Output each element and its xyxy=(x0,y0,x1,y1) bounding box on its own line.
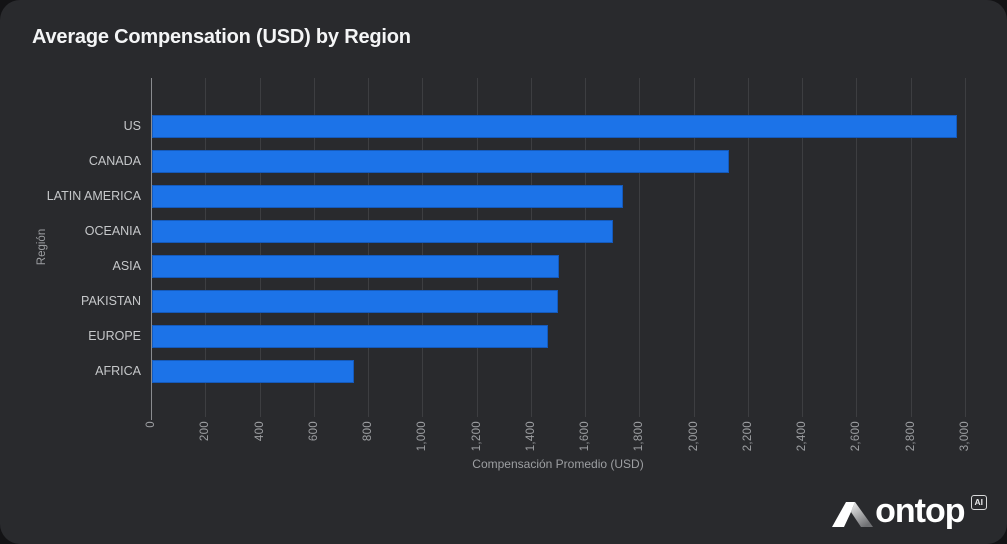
x-tick-label: 600 xyxy=(307,421,320,442)
brand-logo: ontop AI xyxy=(832,494,987,528)
x-tick-label: 2,000 xyxy=(687,421,700,452)
x-tick-label: 2,800 xyxy=(904,421,917,452)
category-label: PAKISTAN xyxy=(81,294,141,308)
gridline xyxy=(856,78,858,417)
y-axis-line xyxy=(151,78,152,420)
x-tick-label: 2,400 xyxy=(796,421,809,452)
gridline xyxy=(910,78,912,417)
gridline xyxy=(693,78,695,417)
x-tick-label: 1,800 xyxy=(633,421,646,452)
gridline xyxy=(585,78,587,417)
category-label: US xyxy=(123,119,141,133)
bar-africa[interactable] xyxy=(152,359,355,383)
x-tick-label: 400 xyxy=(253,421,266,442)
gridline xyxy=(205,78,207,417)
ontop-logo-icon xyxy=(832,502,874,527)
bar-us[interactable] xyxy=(152,114,957,138)
category-label: ASIA xyxy=(112,259,142,273)
chart-title: Average Compensation (USD) by Region xyxy=(32,26,411,48)
gridline xyxy=(747,78,749,417)
x-tick-label: 2,200 xyxy=(741,421,754,452)
x-tick-label: 2,600 xyxy=(850,421,863,452)
bar-latin-america[interactable] xyxy=(152,184,623,208)
x-tick-label: 3,000 xyxy=(959,421,971,452)
category-label: CANADA xyxy=(88,154,141,168)
gridline xyxy=(639,78,641,417)
x-tick-label: 800 xyxy=(362,421,375,442)
x-tick-label: 1,200 xyxy=(470,421,483,452)
gridline xyxy=(422,78,424,417)
x-tick-label: 0 xyxy=(145,421,157,428)
x-tick-label: 1,600 xyxy=(579,421,592,452)
gridline xyxy=(476,78,478,417)
bar-europe[interactable] xyxy=(152,324,549,348)
x-tick-label: 1,000 xyxy=(416,421,429,452)
category-label: EUROPE xyxy=(88,329,141,343)
category-label: LATIN AMERICA xyxy=(46,189,141,203)
x-axis-title: Compensación Promedio (USD) xyxy=(472,457,644,471)
ai-badge: AI xyxy=(970,495,987,510)
gridline xyxy=(802,78,804,417)
bar-asia[interactable] xyxy=(152,254,559,278)
bar-oceania[interactable] xyxy=(152,219,614,243)
gridline xyxy=(965,78,966,417)
x-tick-label: 1,400 xyxy=(524,421,537,452)
gridline xyxy=(313,78,315,417)
bar-chart: Región Compensación Promedio (USD) 0 200 4… xyxy=(36,78,971,471)
bar-canada[interactable] xyxy=(152,149,729,173)
gridline xyxy=(530,78,532,417)
gridline xyxy=(259,78,261,417)
category-label: AFRICA xyxy=(95,364,141,378)
gridline xyxy=(368,78,370,417)
bar-pakistan[interactable] xyxy=(152,289,558,313)
brand-name: ontop xyxy=(875,492,965,530)
x-tick-label: 200 xyxy=(199,421,212,442)
category-label: OCEANIA xyxy=(84,224,141,238)
